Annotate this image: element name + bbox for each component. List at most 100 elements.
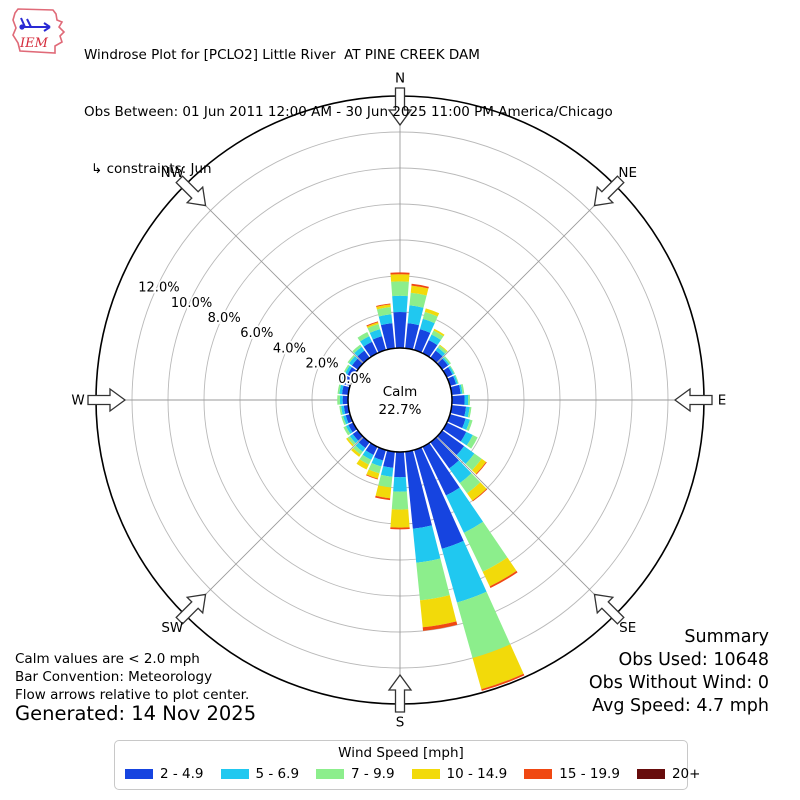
windrose-bar-segment <box>453 375 458 385</box>
calm-note: Calm values are < 2.0 mph <box>15 651 200 667</box>
flow-arrow-W <box>87 387 127 413</box>
windrose-bar-segment <box>410 285 429 296</box>
flow-arrow-SW <box>175 593 207 625</box>
windrose-bar-segment <box>422 340 438 358</box>
windrose-bar-segment <box>442 422 467 442</box>
iem-logo-text: IEM <box>19 36 49 51</box>
summary-avg-speed: Avg Speed: 4.7 mph <box>592 696 769 716</box>
windrose-bar-segment <box>472 488 488 502</box>
summary-obs-used: Obs Used: 10648 <box>618 650 770 670</box>
windrose-bar-segment <box>378 474 393 488</box>
legend-title: Wind Speed [mph] <box>338 745 464 761</box>
windrose-bar-segment <box>380 466 394 477</box>
radial-tick-label: 0.0% <box>338 372 371 387</box>
windrose-bar-segment <box>467 482 487 501</box>
windrose-bar-segment <box>343 426 351 436</box>
legend-item: 10 - 14.9 <box>411 766 507 782</box>
windrose-bar-segment <box>463 521 508 572</box>
compass-spoke <box>436 184 616 364</box>
windrose-bar-segment <box>412 525 441 563</box>
windrose-bar-segment <box>466 419 473 432</box>
iowa-outline <box>12 8 66 54</box>
bar-convention-note: Bar Convention: Meteorology <box>15 669 213 685</box>
windrose-bar-segment <box>354 346 365 357</box>
windrose-bar-segment <box>466 435 478 449</box>
windrose-bar-segment <box>460 431 473 446</box>
legend-item: 15 - 19.9 <box>524 766 620 782</box>
radial-tick-label: 10.0% <box>171 296 212 311</box>
footnotes-block: Calm values are < 2.0 mph Bar Convention… <box>15 650 256 723</box>
windrose-bar-segment <box>376 307 392 317</box>
wind-speed-legend: Wind Speed [mph] 2 - 4.9 5 - 6.9 7 - 9.9… <box>114 740 700 790</box>
windrose-bar-segment <box>416 558 450 601</box>
windrose-bar-segment <box>366 474 378 480</box>
windrose-bar-segment <box>357 332 370 342</box>
windrose-bar-segment <box>374 447 386 461</box>
windrose-bar-segment <box>337 395 341 405</box>
flow-arrow-SE <box>593 593 625 625</box>
windrose-bar-segment <box>339 405 343 416</box>
windrose-bar-segment <box>390 272 410 275</box>
windrose-bar-segment <box>394 451 406 478</box>
generated-date: Generated: 14 Nov 2025 <box>15 702 257 725</box>
windrose-bar-segment <box>481 673 525 691</box>
windrose-bar-segment <box>472 458 487 475</box>
legend-item: 2 - 4.9 <box>125 766 204 782</box>
page-title: Windrose Plot for [PCLO2] Little River A… <box>84 47 480 63</box>
windrose-bar-segment <box>341 405 346 415</box>
windrose-bar-segment <box>482 557 517 587</box>
windrose-bar-segment <box>445 487 484 533</box>
legend-label: 15 - 19.9 <box>559 766 620 782</box>
windrose-bar-segment <box>411 283 429 289</box>
windrose-bar-segment <box>337 373 343 384</box>
compass-spoke <box>436 436 616 616</box>
windrose-bar-segment <box>422 621 458 631</box>
windrose-bar-segment <box>393 312 407 349</box>
windrose-bar-segment <box>349 434 359 444</box>
calm-label: Calm <box>383 384 418 400</box>
windrose-bar-segment <box>380 323 395 350</box>
radial-tick-label: 12.0% <box>138 281 179 296</box>
windrose-bar-segment <box>414 447 464 549</box>
windrose-bar-segment <box>375 495 391 501</box>
windrose-bar-segment <box>368 462 382 474</box>
legend-label: 5 - 6.9 <box>255 766 300 782</box>
flow-arrow-NW <box>175 175 207 207</box>
windrose-bar-segment <box>465 453 482 471</box>
windrose-bar-segment <box>352 344 362 354</box>
windrose-bar-segment <box>343 415 349 425</box>
windrose-bar-segment <box>343 364 350 374</box>
radial-tick-label: 4.0% <box>273 341 306 356</box>
windrose-bar-segment <box>351 358 363 370</box>
windrose-bar-segment <box>376 303 391 307</box>
windrose-bar-segment <box>489 570 518 588</box>
radial-tick-label: 2.0% <box>306 357 339 372</box>
windrose-bar-segment <box>366 469 380 479</box>
compass-spoke <box>184 184 364 364</box>
windrose-bar-segment <box>360 336 372 347</box>
windrose-bar-segment <box>345 414 353 424</box>
flow-arrow-note: Flow arrows relative to plot center. <box>15 687 250 703</box>
flow-arrow-E <box>673 387 713 413</box>
windrose-bar-segment <box>355 442 366 452</box>
windrose-bar-segment <box>390 527 410 530</box>
windrose-bar-segment <box>437 430 465 456</box>
compass-label-E: E <box>718 393 727 409</box>
windrose-bar-segment <box>359 454 372 465</box>
windrose-bar-segment <box>442 367 453 378</box>
summary-title: Summary <box>684 627 769 647</box>
calm-circle <box>347 347 453 453</box>
windrose-bar-segment <box>345 365 352 375</box>
windrose-bar-segment <box>391 281 409 297</box>
windrose-bar-segment <box>391 491 409 510</box>
summary-block: Summary Obs Used: 10648 Obs Without Wind… <box>589 626 769 718</box>
legend-swatch-green <box>316 769 345 779</box>
windrose-bar-segment <box>448 366 455 375</box>
windrose-bar-segment <box>356 459 369 470</box>
windrose-bar-segment <box>472 644 524 690</box>
windrose-bar-segment <box>366 322 379 328</box>
windrose-bar-segment <box>443 356 451 365</box>
obs-range-subtitle: Obs Between: 01 Jun 2011 12:00 AM - 30 J… <box>84 104 613 120</box>
flow-arrow-S <box>387 673 413 713</box>
windrose-bar-segment <box>442 357 450 366</box>
